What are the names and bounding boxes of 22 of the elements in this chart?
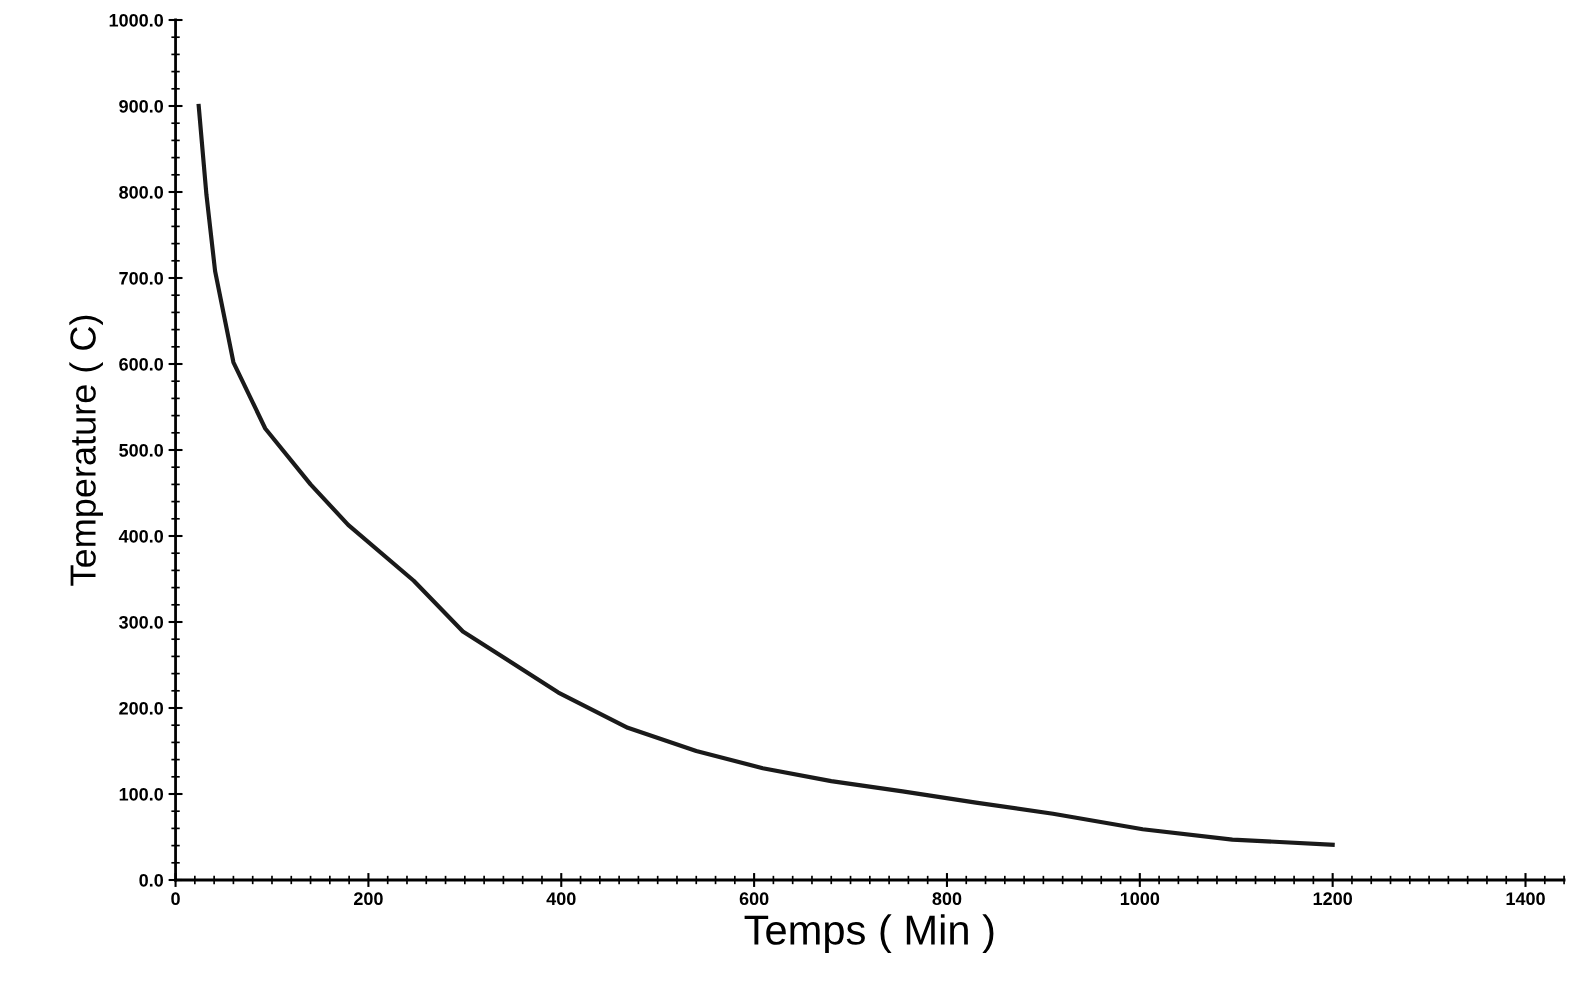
x-axis-title: Temps ( Min ) (744, 914, 994, 954)
y-tick-label: 200.0 (119, 701, 164, 715)
y-tick-label: 0.0 (139, 873, 164, 887)
y-tick-label: 1000.0 (109, 13, 164, 27)
y-tick-label: 700.0 (119, 271, 164, 285)
line-series (196, 103, 1335, 847)
x-tick-label: 1200 (1313, 892, 1353, 906)
x-tick-label: 800 (932, 892, 962, 906)
x-tick-label: 400 (546, 892, 576, 906)
x-tick-label: 600 (739, 892, 769, 906)
x-tick-label: 200 (353, 892, 383, 906)
y-tick-label: 600.0 (119, 357, 164, 371)
x-tick-label: 0 (171, 892, 180, 906)
y-axis-title: Temperature ( C) (69, 315, 103, 586)
y-tick-label: 100.0 (119, 787, 164, 801)
y-tick-label: 900.0 (119, 99, 164, 113)
y-tick-label: 500.0 (119, 443, 164, 457)
y-tick-label: 400.0 (118, 529, 164, 543)
x-tick-label: 1000 (1120, 892, 1160, 906)
y-tick-label: 300.0 (118, 615, 164, 629)
y-tick-label: 800.0 (119, 185, 164, 199)
x-tick-label: 1400 (1506, 892, 1545, 906)
